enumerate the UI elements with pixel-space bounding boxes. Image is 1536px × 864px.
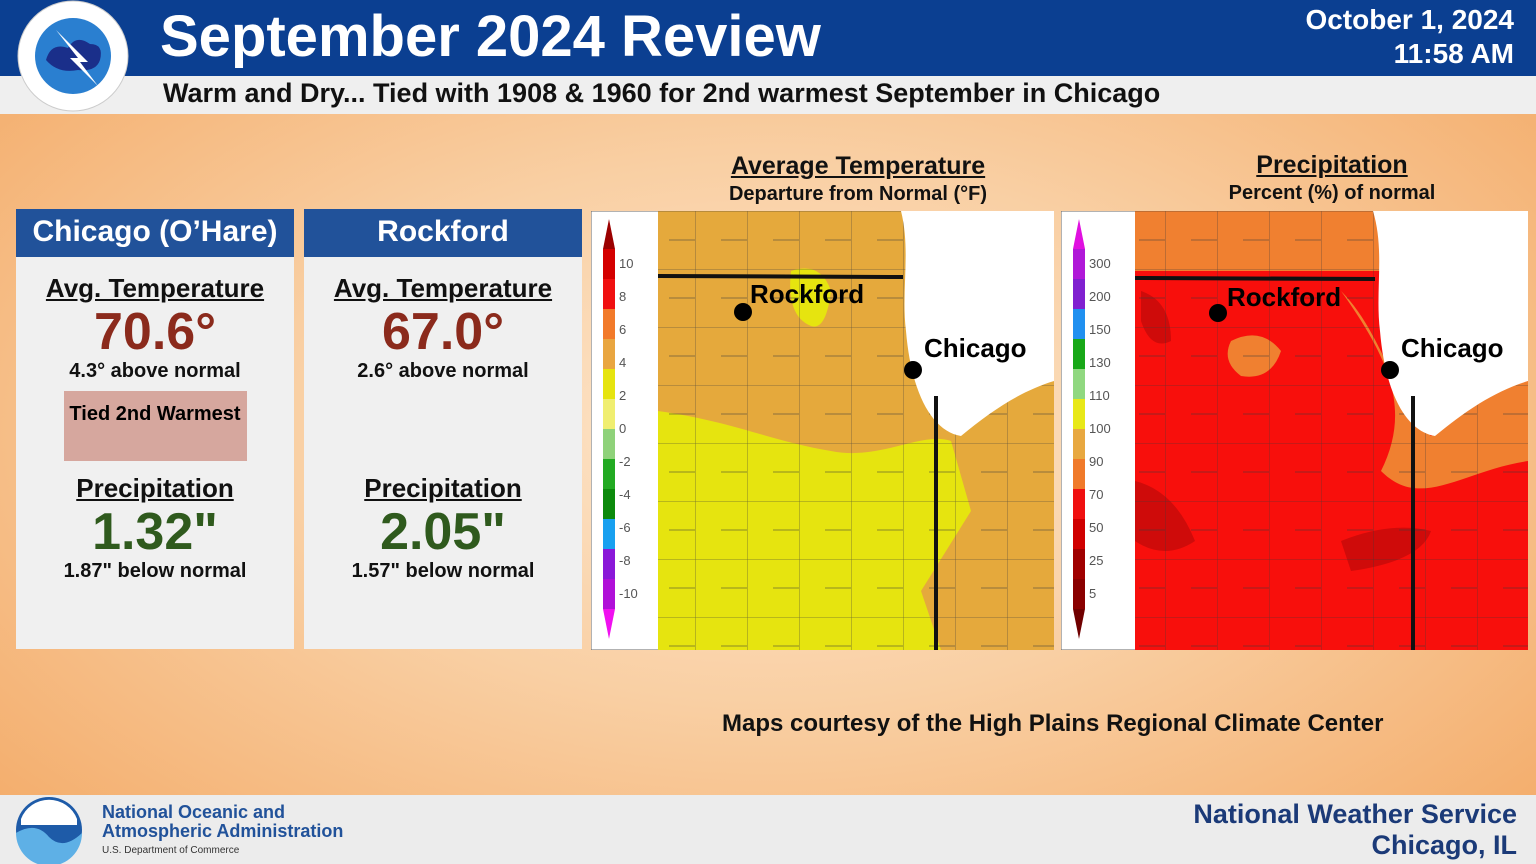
legend-label: 8 — [619, 289, 626, 304]
temp-label: Avg. Temperature — [45, 273, 265, 303]
map-subtitle: Departure from Normal (°F) — [728, 183, 988, 205]
legend-swatch — [1073, 429, 1085, 459]
legend-swatch — [1073, 489, 1085, 519]
precip-label: Precipitation — [364, 473, 522, 503]
org-line: National Oceanic and — [102, 802, 286, 822]
legend-swatch — [603, 489, 615, 519]
subtitle: Warm and Dry... Tied with 1908 & 1960 fo… — [163, 78, 1161, 108]
org-line: Atmospheric Administration — [102, 821, 344, 841]
city-dot — [1381, 361, 1399, 379]
station-panel: Chicago (O’Hare) Avg. Temperature 70.6° … — [16, 209, 294, 649]
station-name: Chicago (O’Hare) — [16, 209, 294, 257]
legend-swatch — [1073, 549, 1085, 579]
subtitle-bar — [0, 76, 1536, 114]
credit: Maps courtesy of the High Plains Regiona… — [722, 710, 1384, 737]
noaa-logo — [16, 797, 82, 864]
legend-swatch — [603, 609, 615, 639]
title: September 2024 Review — [160, 4, 821, 69]
legend-label: 110 — [1089, 388, 1110, 403]
legend-swatch — [1073, 369, 1085, 399]
badge: Tied 2nd Warmest — [63, 391, 247, 461]
legend-label: 150 — [1089, 322, 1111, 337]
legend-swatch — [1073, 579, 1085, 609]
legend-swatch — [603, 219, 615, 249]
legend-label: 25 — [1089, 553, 1103, 568]
legend-swatch — [1073, 249, 1085, 279]
legend-swatch — [1073, 219, 1085, 249]
map-title: Precipitation — [1256, 151, 1408, 179]
legend-label: 5 — [1089, 586, 1096, 601]
station-panel: Rockford Avg. Temperature 67.0° 2.6° abo… — [304, 209, 582, 649]
legend-label: 0 — [619, 421, 626, 436]
legend-label: -2 — [619, 454, 631, 469]
header-bar — [0, 0, 1536, 76]
legend-label: 300 — [1089, 256, 1111, 271]
legend-label: 200 — [1089, 289, 1111, 304]
map-title: Average Temperature — [730, 152, 986, 180]
legend-label: -10 — [619, 586, 638, 601]
legend-swatch — [603, 309, 615, 339]
temp-label: Avg. Temperature — [333, 273, 553, 303]
station-name: Rockford — [304, 209, 582, 257]
legend-swatch — [1073, 519, 1085, 549]
temp-note: 4.3° above normal — [69, 360, 241, 382]
legend-swatch — [1073, 339, 1085, 369]
legend-label: -4 — [619, 487, 631, 502]
city-label: Rockford — [1227, 282, 1341, 312]
legend-swatch — [1073, 279, 1085, 309]
office: National Weather Service — [1193, 799, 1517, 829]
legend-swatch — [1073, 309, 1085, 339]
city-dot — [1209, 304, 1227, 322]
precip-value: 2.05" — [380, 503, 506, 561]
legend-label: -8 — [619, 553, 631, 568]
legend-swatch — [603, 459, 615, 489]
legend-swatch — [603, 249, 615, 279]
time: 11:58 AM — [1393, 38, 1514, 69]
legend-label: 130 — [1089, 355, 1111, 370]
precip-note: 1.87" below normal — [63, 560, 247, 582]
legend-swatch — [603, 339, 615, 369]
legend-label: 10 — [619, 256, 633, 271]
map-subtitle: Percent (%) of normal — [1228, 182, 1436, 204]
temp-value: 67.0° — [381, 303, 504, 361]
legend-label: 100 — [1089, 421, 1111, 436]
nws-logo — [17, 0, 129, 112]
precip-value: 1.32" — [92, 503, 218, 561]
city-label: Rockford — [750, 279, 864, 309]
precip-label: Precipitation — [76, 473, 234, 503]
legend-swatch — [603, 369, 615, 399]
city-dot — [904, 361, 922, 379]
dept: U.S. Department of Commerce — [102, 845, 240, 856]
legend-label: 70 — [1089, 487, 1103, 502]
city-dot — [734, 303, 752, 321]
temp-note: 2.6° above normal — [357, 360, 529, 382]
temp-value: 70.6° — [93, 303, 216, 361]
legend-label: -6 — [619, 520, 631, 535]
legend-swatch — [603, 549, 615, 579]
legend-swatch — [603, 399, 615, 429]
precip-map: 300 200 150 130 110 100 90 70 50 25 5 Rockford Chic… — [1061, 211, 1528, 650]
precip-note: 1.57" below normal — [351, 560, 535, 582]
legend-label: 90 — [1089, 454, 1103, 469]
legend-swatch — [1073, 459, 1085, 489]
city-label: Chicago — [924, 333, 1027, 363]
legend-swatch — [1073, 609, 1085, 639]
footer-bar — [0, 795, 1536, 864]
legend-swatch — [603, 579, 615, 609]
office-city: Chicago, IL — [1371, 830, 1517, 860]
legend-swatch — [603, 279, 615, 309]
legend-label: 2 — [619, 388, 626, 403]
legend-swatch — [603, 519, 615, 549]
city-label: Chicago — [1401, 333, 1504, 363]
legend-swatch — [1073, 399, 1085, 429]
legend-label: 6 — [619, 322, 626, 337]
legend-label: 50 — [1089, 520, 1103, 535]
date: October 1, 2024 — [1305, 4, 1514, 35]
temp-map: 10 8 6 4 2 0 -2 -4 -6 -8 -10 Rockford Chicago — [591, 211, 1054, 650]
legend-swatch — [603, 429, 615, 459]
legend-label: 4 — [619, 355, 626, 370]
